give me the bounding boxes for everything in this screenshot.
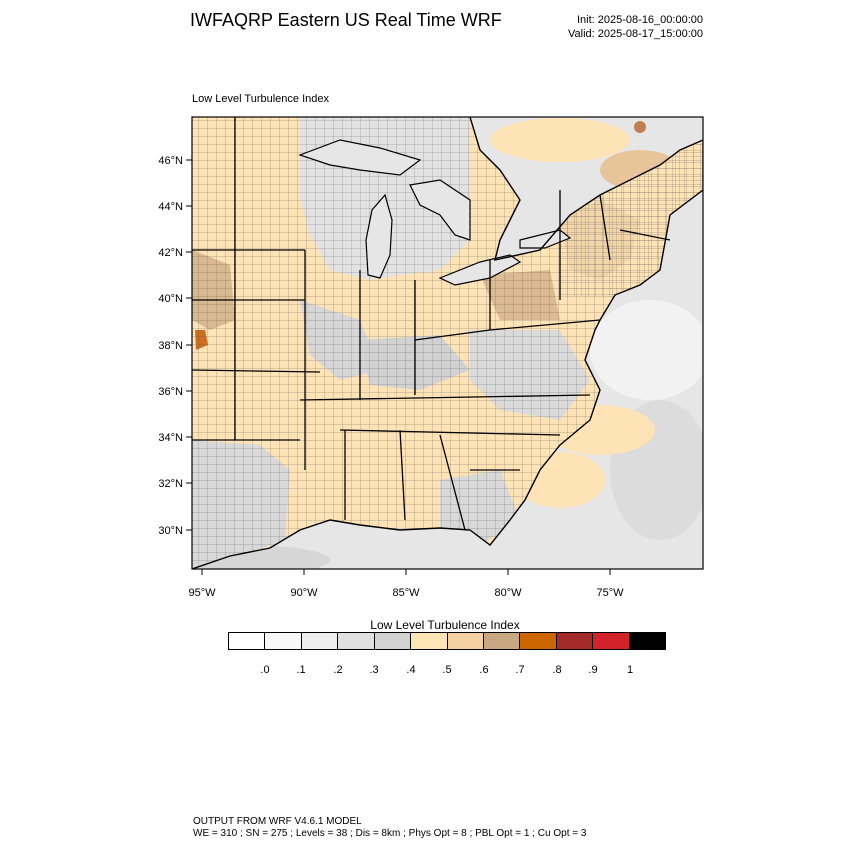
valid-time: Valid: 2025-08-17_15:00:00 <box>568 28 703 40</box>
colorbar-swatch <box>520 633 557 649</box>
lat-label: 30°N <box>158 525 183 537</box>
model-config: WE = 310 ; SN = 275 ; Levels = 38 ; Dis … <box>193 828 587 839</box>
lake-superior <box>298 139 422 176</box>
colorbar <box>228 632 666 650</box>
colorbar-label: .7 <box>515 664 525 676</box>
colorbar-swatch <box>229 633 266 649</box>
colorbar-label: .8 <box>552 664 562 676</box>
colorbar-swatch <box>556 633 594 649</box>
colorbar-label: .2 <box>333 664 343 676</box>
colorbar-swatch <box>301 633 339 649</box>
lon-ticks <box>201 569 611 575</box>
map-subtitle: Low Level Turbulence Index <box>192 93 329 105</box>
colorbar-swatch <box>411 633 448 649</box>
colorbar-label: .3 <box>369 664 379 676</box>
colorbar-swatch <box>593 633 630 649</box>
map-frame <box>191 116 704 570</box>
model-info: OUTPUT FROM WRF V4.6.1 MODEL <box>193 816 362 827</box>
lon-label: 95°W <box>188 587 216 599</box>
colorbar-label: .4 <box>406 664 416 676</box>
lat-label: 36°N <box>158 386 183 398</box>
colorbar-title: Low Level Turbulence Index <box>370 618 520 632</box>
colorbar-label: .9 <box>588 664 598 676</box>
ocean-patch <box>590 300 703 400</box>
state-boundaries <box>192 117 671 531</box>
coastline-north <box>469 117 703 261</box>
lat-label: 42°N <box>158 247 183 259</box>
colorbar-label: 1 <box>626 664 634 676</box>
colorbar-swatch <box>483 633 521 649</box>
lon-label: 75°W <box>596 587 624 599</box>
lon-label: 90°W <box>290 587 318 599</box>
colorbar-label: .6 <box>479 664 489 676</box>
colorbar-swatch <box>447 633 484 649</box>
colorbar-swatch <box>338 633 375 649</box>
lat-label: 32°N <box>158 478 183 490</box>
lat-label: 38°N <box>158 340 183 352</box>
lake-erie <box>438 254 522 286</box>
coastline-east-gulf <box>192 189 703 569</box>
lake-huron <box>409 179 471 241</box>
init-time: Init: 2025-08-16_00:00:00 <box>577 14 703 26</box>
lat-label: 34°N <box>158 432 183 444</box>
colorbar-swatch <box>629 633 666 649</box>
lon-label: 85°W <box>392 587 420 599</box>
page-title: IWFAQRP Eastern US Real Time WRF <box>190 10 502 30</box>
lat-label: 44°N <box>158 201 183 213</box>
lake-ontario <box>519 229 572 249</box>
colorbar-swatch <box>374 633 412 649</box>
canada-tan-patch <box>490 118 630 162</box>
lon-label: 80°W <box>494 587 522 599</box>
canada-orange-patch <box>634 121 646 133</box>
colorbar-swatch <box>265 633 302 649</box>
colorbar-label: .0 <box>260 664 270 676</box>
colorbar-label: .1 <box>296 664 306 676</box>
lat-label: 40°N <box>158 293 183 305</box>
colorbar-label: .5 <box>442 664 452 676</box>
lat-label: 46°N <box>158 155 183 167</box>
lake-michigan <box>365 193 393 279</box>
lat-ticks <box>186 159 192 531</box>
